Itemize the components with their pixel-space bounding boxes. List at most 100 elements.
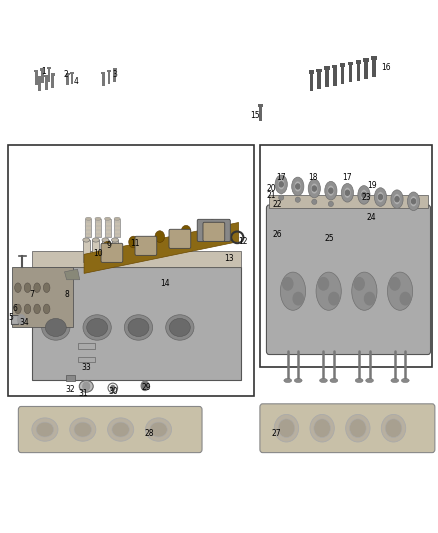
Ellipse shape [366, 378, 374, 383]
Bar [112, 240, 118, 262]
Bar [40, 68, 44, 71]
Ellipse shape [32, 418, 58, 441]
Text: 21: 21 [266, 191, 276, 200]
Ellipse shape [280, 272, 306, 310]
FancyBboxPatch shape [203, 222, 225, 241]
Text: 17: 17 [276, 173, 286, 182]
Text: 31: 31 [79, 389, 88, 398]
Ellipse shape [274, 415, 299, 442]
Ellipse shape [327, 185, 334, 196]
Ellipse shape [83, 315, 111, 340]
Text: 9: 9 [107, 241, 112, 250]
Bar [78, 357, 95, 362]
Ellipse shape [407, 192, 420, 211]
Ellipse shape [74, 422, 92, 437]
Ellipse shape [325, 181, 337, 200]
Ellipse shape [360, 190, 367, 200]
Bar [66, 75, 69, 85]
Bar [92, 240, 99, 262]
Circle shape [83, 382, 90, 391]
Bar [113, 68, 117, 70]
Ellipse shape [278, 179, 285, 190]
Ellipse shape [320, 378, 327, 383]
Polygon shape [64, 269, 80, 280]
Ellipse shape [129, 236, 138, 248]
Text: 13: 13 [224, 254, 234, 263]
Text: 5: 5 [9, 313, 14, 322]
Ellipse shape [391, 190, 403, 208]
Ellipse shape [79, 381, 93, 392]
Ellipse shape [388, 272, 413, 310]
Bar [38, 76, 42, 79]
Ellipse shape [344, 188, 351, 198]
Text: 29: 29 [141, 383, 151, 392]
Text: 4: 4 [73, 77, 78, 86]
Circle shape [18, 315, 25, 324]
Ellipse shape [70, 418, 96, 441]
Bar [372, 60, 376, 77]
Ellipse shape [374, 188, 387, 206]
FancyBboxPatch shape [266, 205, 431, 354]
Bar [340, 63, 345, 67]
Circle shape [345, 190, 350, 196]
Ellipse shape [275, 175, 287, 193]
Ellipse shape [410, 196, 417, 207]
Text: 1: 1 [42, 67, 46, 76]
FancyBboxPatch shape [169, 229, 191, 248]
Bar [357, 63, 360, 81]
Text: 17: 17 [342, 173, 351, 182]
Ellipse shape [34, 304, 40, 314]
Ellipse shape [42, 315, 70, 340]
Ellipse shape [150, 422, 167, 437]
Circle shape [215, 225, 223, 236]
Bar [47, 69, 50, 82]
Bar [113, 70, 116, 82]
Ellipse shape [166, 315, 194, 340]
Bar [310, 74, 313, 91]
Bar [66, 375, 75, 381]
Ellipse shape [310, 415, 334, 442]
Bar [102, 74, 105, 86]
Ellipse shape [102, 238, 109, 242]
Circle shape [411, 199, 416, 204]
Ellipse shape [294, 378, 302, 383]
Ellipse shape [112, 238, 118, 242]
Bar [348, 62, 353, 65]
Polygon shape [84, 222, 239, 273]
Bar [258, 104, 263, 107]
Ellipse shape [292, 177, 304, 196]
Text: 33: 33 [82, 363, 92, 372]
Ellipse shape [316, 272, 341, 310]
Circle shape [141, 381, 149, 391]
Ellipse shape [114, 217, 120, 220]
Circle shape [293, 292, 304, 305]
FancyBboxPatch shape [260, 404, 435, 453]
Ellipse shape [381, 415, 406, 442]
Polygon shape [32, 251, 241, 266]
Bar [309, 70, 314, 74]
Bar [35, 72, 38, 85]
Bar [102, 240, 109, 262]
Ellipse shape [346, 415, 370, 442]
Ellipse shape [108, 383, 117, 393]
Text: 25: 25 [324, 235, 334, 244]
Ellipse shape [145, 418, 172, 441]
Bar [45, 77, 47, 90]
FancyBboxPatch shape [101, 243, 123, 262]
Bar [41, 71, 44, 84]
Ellipse shape [385, 419, 402, 438]
FancyBboxPatch shape [18, 407, 202, 453]
Text: 22: 22 [273, 200, 283, 209]
Text: 23: 23 [362, 193, 371, 202]
Bar [108, 72, 110, 84]
Bar [12, 266, 73, 327]
Ellipse shape [87, 318, 108, 336]
Circle shape [204, 225, 213, 236]
Text: 32: 32 [66, 385, 75, 394]
Text: 28: 28 [144, 429, 154, 438]
Circle shape [279, 182, 283, 187]
Circle shape [328, 292, 339, 305]
Circle shape [111, 385, 115, 391]
Bar [71, 74, 73, 84]
Text: 15: 15 [251, 111, 260, 120]
